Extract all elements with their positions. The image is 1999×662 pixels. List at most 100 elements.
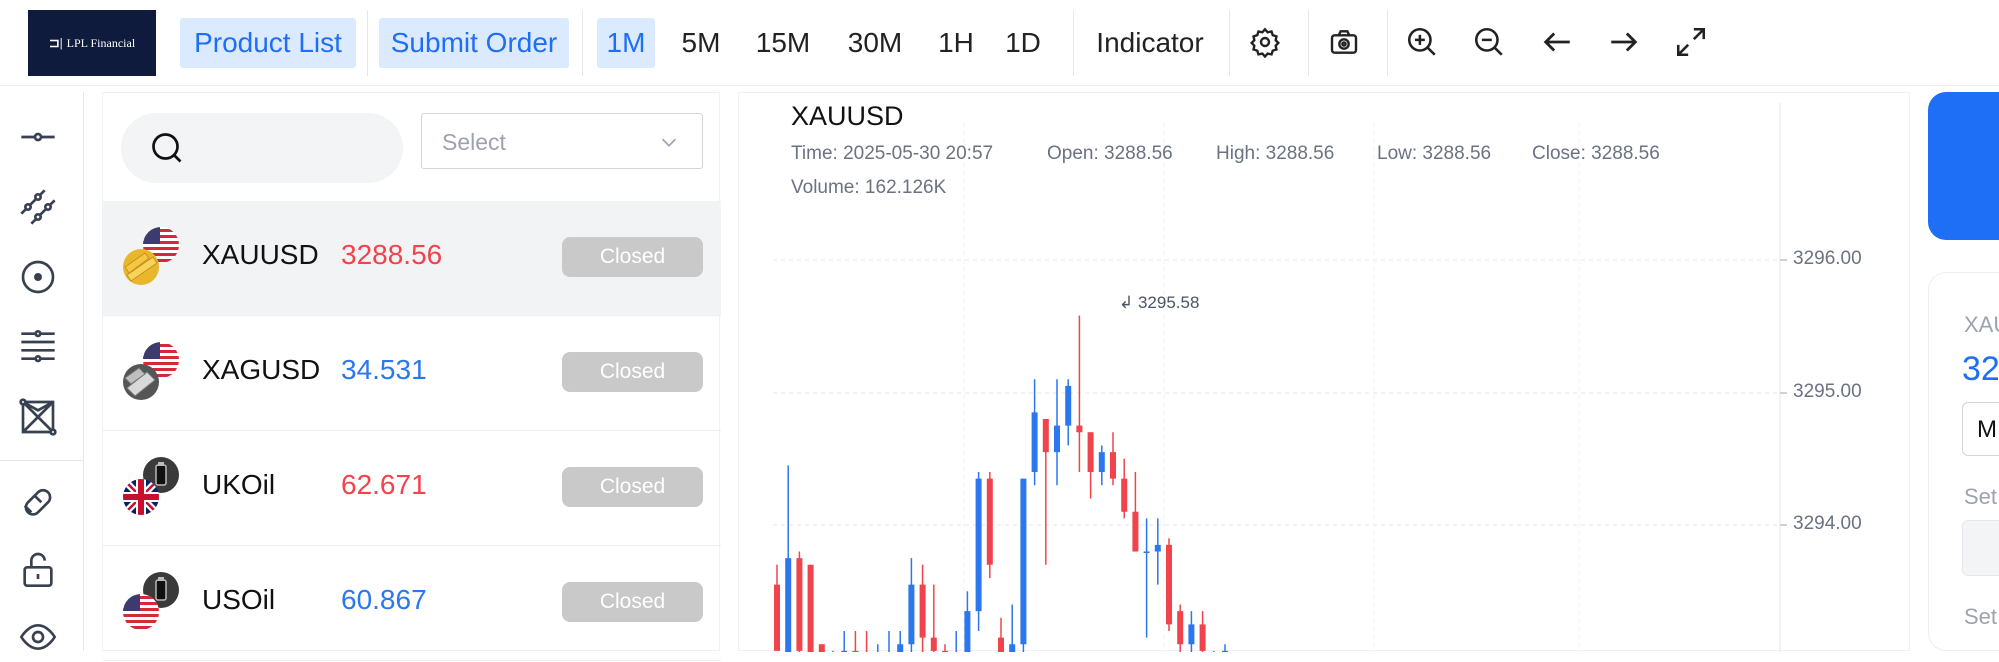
candle-body bbox=[807, 564, 814, 652]
max-price-label: ↲ 3295.58 bbox=[1119, 293, 1200, 312]
candle-body bbox=[1042, 419, 1049, 453]
chart-symbol: XAUUSD bbox=[791, 101, 904, 131]
candle-body bbox=[785, 558, 792, 652]
order-symbol: XAU bbox=[1964, 312, 1999, 337]
arrow-left-icon[interactable] bbox=[1537, 22, 1577, 62]
magnet-icon[interactable] bbox=[13, 474, 63, 524]
candle-body bbox=[1199, 624, 1206, 651]
toolbar-divider bbox=[1387, 10, 1388, 76]
buy-sell-button[interactable] bbox=[1928, 92, 1999, 240]
candle-body bbox=[818, 644, 825, 652]
search-input[interactable] bbox=[121, 113, 403, 183]
product-list-panel: Select XAUUSD 3288.56 Clos bbox=[102, 92, 721, 661]
candle-body bbox=[796, 558, 803, 651]
trend-lines-icon[interactable] bbox=[13, 182, 63, 232]
interval-30m-button[interactable]: 30M bbox=[847, 27, 903, 58]
product-row-usoil[interactable]: USOil 60.867 Closed bbox=[103, 546, 721, 661]
eye-icon[interactable] bbox=[13, 612, 63, 662]
candle-body bbox=[897, 644, 904, 652]
product-price: 34.531 bbox=[341, 354, 427, 385]
product-row-xauusd[interactable]: XAUUSD 3288.56 Closed bbox=[103, 201, 721, 316]
drawing-toolbar bbox=[0, 92, 84, 651]
settings-icon[interactable] bbox=[1245, 22, 1285, 62]
candle-body bbox=[975, 478, 982, 612]
status-badge: Closed bbox=[562, 352, 703, 392]
status-badge: Closed bbox=[562, 237, 703, 277]
product-price: 60.867 bbox=[341, 584, 427, 615]
candle-body bbox=[1076, 425, 1083, 433]
submit-order-button[interactable]: Submit Order bbox=[379, 18, 569, 68]
product-price: 3288.56 bbox=[341, 239, 443, 270]
product-symbol: UKOil bbox=[202, 469, 276, 500]
candle-body bbox=[1121, 478, 1128, 512]
product-price: 62.671 bbox=[341, 469, 427, 500]
product-symbol: XAGUSD bbox=[202, 354, 321, 385]
circle-icon[interactable] bbox=[13, 252, 63, 302]
candle-body bbox=[1065, 385, 1072, 426]
candle-body bbox=[1154, 544, 1161, 552]
toolbar-divider bbox=[0, 460, 84, 461]
interval-5m-button[interactable]: 5M bbox=[681, 27, 721, 58]
ohlc-close: Close: 3288.56 bbox=[1532, 143, 1660, 164]
candle-body bbox=[1166, 544, 1172, 625]
candle-body bbox=[1054, 425, 1060, 453]
status-badge: Closed bbox=[562, 467, 703, 507]
order-label: Set bbox=[1964, 604, 1998, 629]
order-price: 32 bbox=[1962, 350, 1999, 388]
candle-body bbox=[1020, 478, 1027, 645]
product-symbol: XAUUSD bbox=[202, 239, 319, 270]
interval-15m-button[interactable]: 15M bbox=[755, 27, 811, 58]
fullscreen-icon[interactable] bbox=[1671, 22, 1711, 62]
ohlc-open: Open: 3288.56 bbox=[1047, 143, 1173, 164]
xagusd-flag-icon bbox=[123, 338, 179, 406]
candle-body bbox=[908, 584, 915, 645]
toolbar-divider bbox=[1229, 10, 1230, 76]
zoom-out-icon[interactable] bbox=[1469, 22, 1509, 62]
candle-body bbox=[1222, 650, 1228, 652]
order-input[interactable] bbox=[1962, 520, 1999, 576]
horizontal-line-icon[interactable] bbox=[13, 112, 63, 162]
toolbar-divider bbox=[582, 10, 583, 76]
ohlc-volume: Volume: 162.126K bbox=[791, 177, 947, 198]
candle-body bbox=[1110, 452, 1116, 479]
candle-body bbox=[1143, 551, 1150, 553]
status-badge: Closed bbox=[562, 582, 703, 622]
candle-body bbox=[841, 650, 848, 652]
product-row-xagusd[interactable]: XAGUSD 34.531 Closed bbox=[103, 316, 721, 431]
y-axis-label: 3295.00 bbox=[1793, 381, 1862, 402]
interval-1h-button[interactable]: 1H bbox=[938, 27, 974, 58]
candle-body bbox=[998, 637, 1004, 652]
interval-1d-button[interactable]: 1D bbox=[1005, 27, 1041, 58]
product-list-button[interactable]: Product List bbox=[180, 18, 356, 68]
pattern-icon[interactable] bbox=[13, 392, 63, 442]
category-select[interactable]: Select bbox=[421, 113, 703, 169]
toolbar-divider bbox=[367, 10, 368, 76]
candle-body bbox=[1009, 644, 1016, 652]
fib-levels-icon[interactable] bbox=[13, 322, 63, 372]
chevron-down-icon bbox=[658, 131, 680, 158]
product-row-ukoil[interactable]: UKOil 62.671 Closed bbox=[103, 431, 721, 546]
ohlc-low: Low: 3288.56 bbox=[1377, 143, 1492, 164]
order-type-select[interactable]: M bbox=[1962, 402, 1999, 456]
usoil-flag-icon bbox=[123, 568, 179, 636]
max-marker-icon: ↲ bbox=[1119, 293, 1138, 312]
brand-logo[interactable]: ⊐| LPL Financial bbox=[28, 10, 156, 76]
camera-icon[interactable] bbox=[1324, 22, 1364, 62]
order-label: Set bbox=[1964, 484, 1998, 509]
chart-panel[interactable]: XAUUSD Time: 2025-05-30 20:57 Open: 3288… bbox=[738, 92, 1911, 652]
zoom-in-icon[interactable] bbox=[1402, 22, 1442, 62]
ukoil-flag-icon bbox=[123, 453, 179, 521]
xauusd-flag-icon bbox=[123, 223, 179, 291]
candle-body bbox=[942, 650, 948, 652]
candle-body bbox=[852, 650, 859, 652]
price-chart[interactable] bbox=[739, 93, 1911, 652]
lock-icon[interactable] bbox=[13, 544, 63, 594]
arrow-right-icon[interactable] bbox=[1604, 22, 1644, 62]
indicator-button[interactable]: Indicator bbox=[1096, 27, 1204, 58]
toolbar-divider bbox=[1073, 10, 1074, 76]
candle-body bbox=[1177, 611, 1184, 645]
candle-body bbox=[986, 478, 993, 565]
candle-body bbox=[930, 637, 937, 651]
interval-1m-button[interactable]: 1M bbox=[597, 18, 655, 68]
ohlc-time: Time: 2025-05-30 20:57 bbox=[791, 143, 994, 164]
